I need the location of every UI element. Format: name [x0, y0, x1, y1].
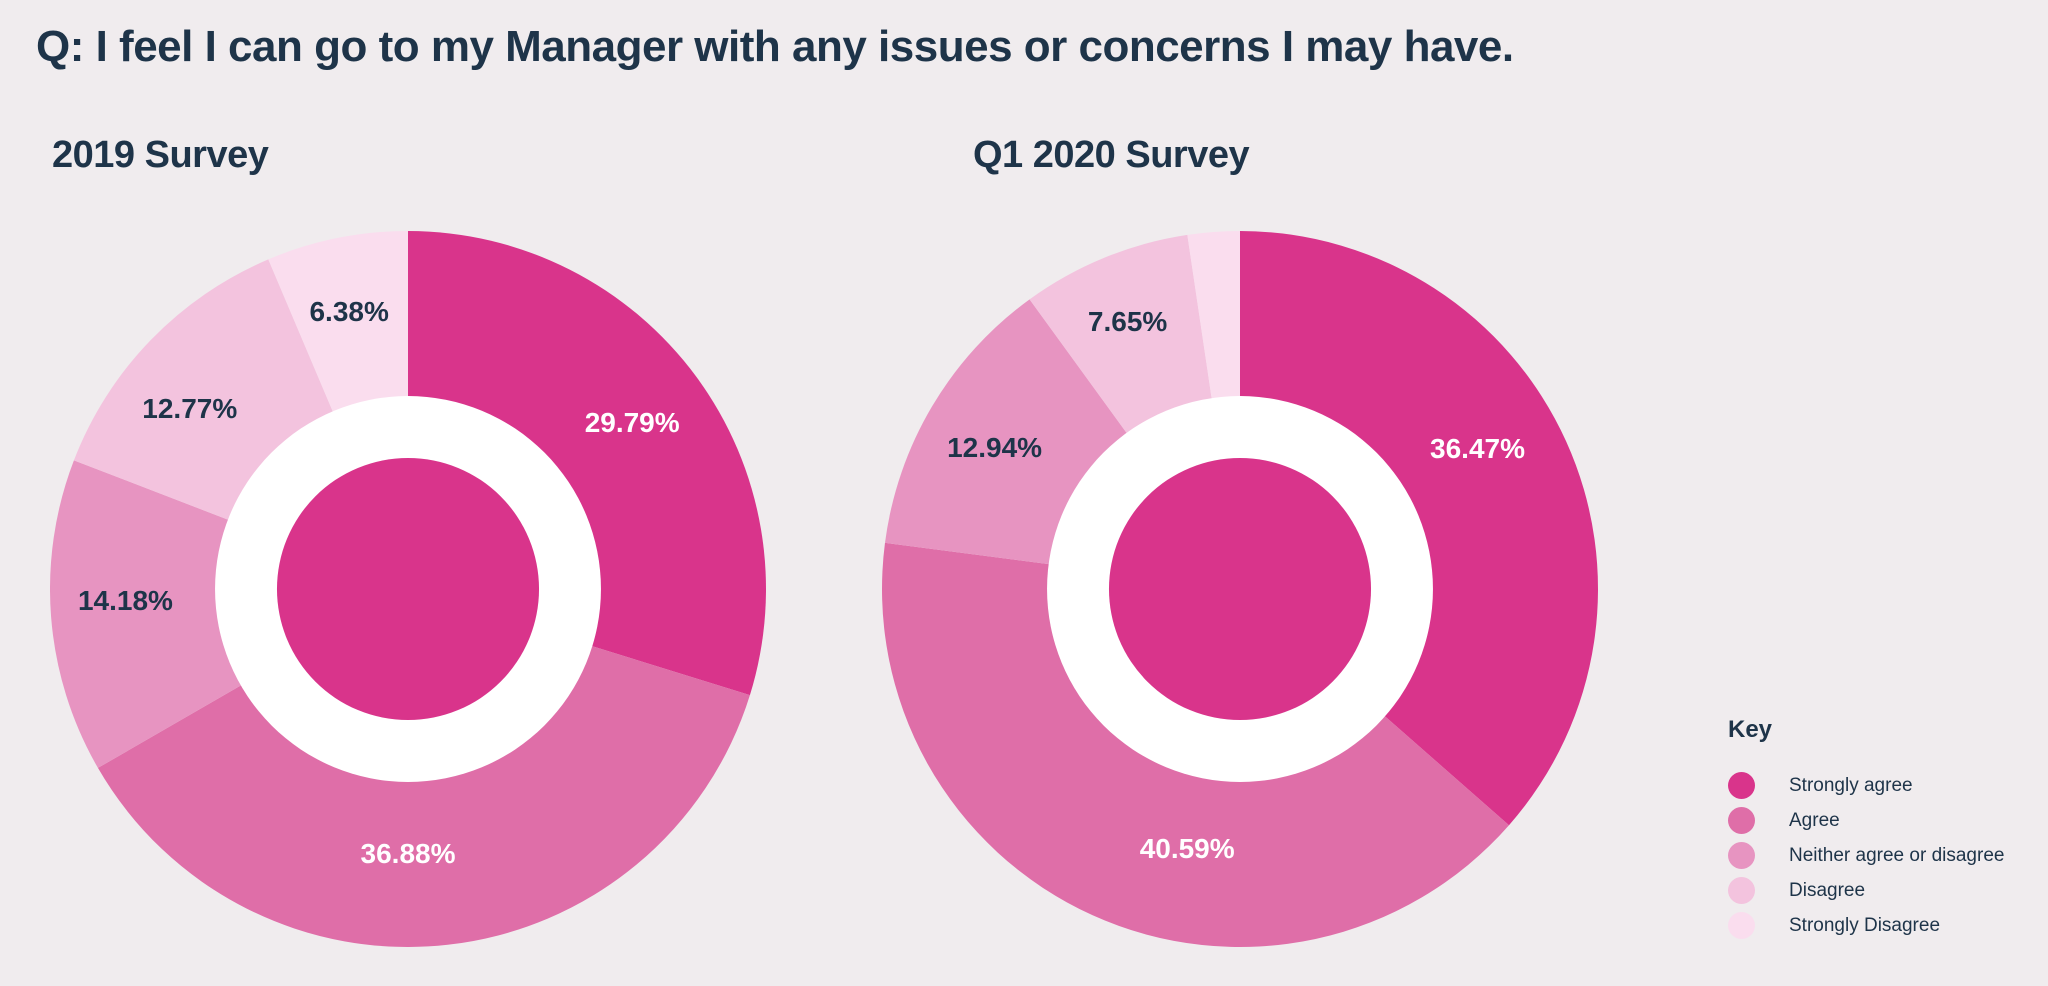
- legend-item: Strongly agree: [1728, 768, 2004, 803]
- legend-swatch: [1728, 877, 1755, 904]
- legend-label: Strongly agree: [1789, 774, 1913, 796]
- slice-label: 40.59%: [1139, 832, 1235, 864]
- legend-swatch: [1728, 807, 1755, 834]
- donut-svg: [882, 231, 1598, 947]
- legend-swatch: [1728, 842, 1755, 869]
- slice-label: 6.38%: [309, 296, 389, 328]
- legend-item: Neither agree or disagree: [1728, 838, 2004, 873]
- legend-label: Strongly Disagree: [1789, 914, 1941, 936]
- legend-swatch: [1728, 912, 1755, 939]
- donut-center-disc: [1108, 457, 1372, 721]
- chart-title-q1-2020: Q1 2020 Survey: [973, 134, 1250, 176]
- donut-chart-2019: 29.79% 36.88% 14.18% 12.77% 6.38%: [50, 231, 766, 947]
- legend-item: Strongly Disagree: [1728, 908, 2004, 943]
- slice-label: 36.47%: [1430, 433, 1525, 465]
- slice-label: 29.79%: [584, 406, 680, 438]
- legend: Key Strongly agree Agree Neither agree or …: [1728, 716, 2004, 943]
- slice-label: 36.88%: [360, 837, 456, 869]
- donut-center-disc: [276, 457, 540, 721]
- slice-label: 7.65%: [1087, 305, 1168, 337]
- legend-title: Key: [1728, 716, 1773, 743]
- page-title: Q: I feel I can go to my Manager with an…: [36, 22, 1514, 71]
- legend-item: Disagree: [1728, 873, 2004, 908]
- legend-items: Strongly agree Agree Neither agree or disa…: [1728, 768, 2004, 943]
- donut-svg: [50, 231, 766, 947]
- donut-chart-q1-2020: 36.47% 40.59% 12.94% 7.65%: [882, 231, 1598, 947]
- legend-label: Neither agree or disagree: [1789, 844, 2005, 866]
- legend-label: Agree: [1789, 809, 1840, 831]
- legend-swatch: [1728, 772, 1755, 799]
- slice-label: 12.94%: [947, 432, 1043, 464]
- slice-label: 14.18%: [77, 585, 173, 617]
- slice-label: 12.77%: [142, 393, 238, 425]
- chart-title-2019: 2019 Survey: [52, 134, 269, 176]
- legend-label: Disagree: [1789, 879, 1866, 901]
- legend-item: Agree: [1728, 803, 2004, 838]
